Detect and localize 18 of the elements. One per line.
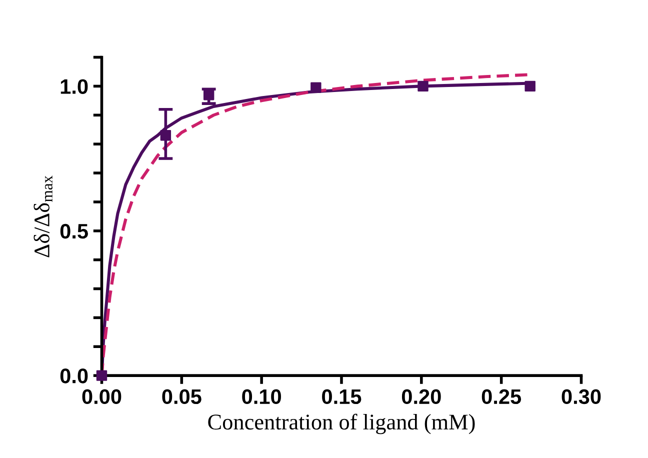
x-tick-label: 0.30 (562, 389, 601, 404)
x-tick-label: 0.00 (82, 389, 122, 404)
x-tick-label: 0.15 (322, 389, 362, 404)
x-tick-label: 0.05 (162, 389, 202, 404)
point (418, 80, 428, 92)
x-tick-label: 0.10 (242, 389, 281, 404)
x-axis-title: Concentration of ligand (mM) (208, 414, 475, 434)
point (160, 130, 172, 141)
point (310, 82, 322, 93)
point (96, 370, 108, 381)
x-tick-label: 0.25 (482, 389, 522, 404)
y-tick-label: 0.0 (60, 368, 88, 384)
point (203, 90, 214, 100)
y-axis-title: Δδ/Δδ$_{max}$ (34, 176, 52, 258)
y-tick-label: 0.5 (60, 224, 88, 239)
point (524, 80, 536, 92)
y-tick-label: 1.0 (60, 79, 88, 94)
x-tick-label: 0.20 (402, 389, 441, 404)
